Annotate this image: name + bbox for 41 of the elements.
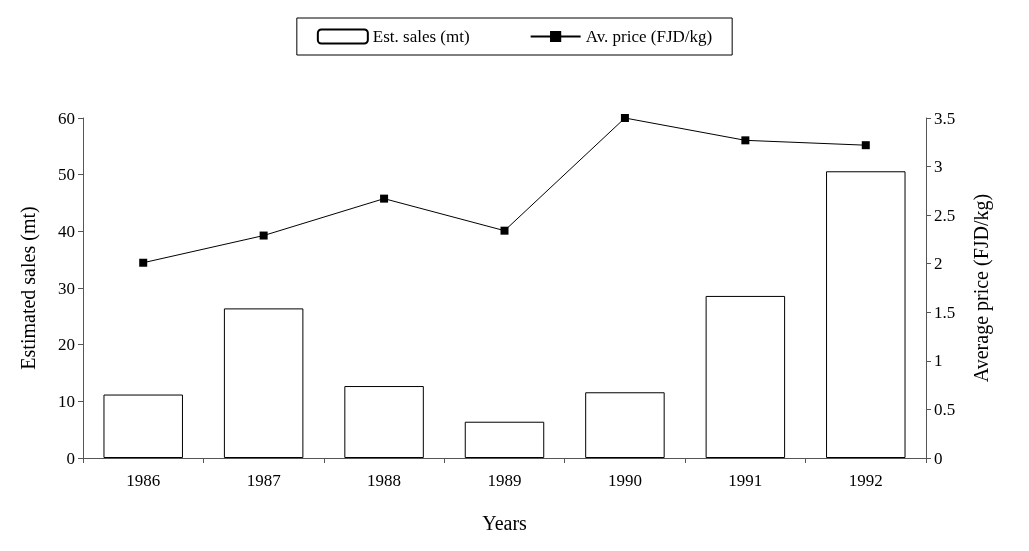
y2-tick-label: 3 — [934, 157, 943, 177]
x-axis-title: Years — [482, 512, 528, 534]
point — [139, 258, 148, 267]
bar — [585, 392, 665, 458]
y2-tick-label: 3.5 — [934, 108, 956, 128]
x-tick-label: 1990 — [607, 471, 642, 490]
y-tick-label: 50 — [58, 165, 75, 185]
y-tick-label: 30 — [58, 278, 75, 298]
legend-label: Av. price (FJD/kg) — [585, 27, 713, 46]
point — [861, 141, 870, 150]
point — [741, 136, 750, 145]
x-tick-label: 1989 — [487, 471, 522, 490]
y2-tick-label: 2.5 — [934, 205, 956, 225]
point — [500, 226, 509, 235]
y2-tick-label: 0 — [934, 448, 943, 468]
bar — [705, 295, 786, 458]
y-tick-label: 20 — [58, 335, 75, 355]
y2-tick-label: 2 — [934, 254, 943, 274]
y2-axis-title: Average price (FJD/kg) — [970, 193, 993, 383]
x-tick-label: 1987 — [246, 471, 282, 490]
x-tick-label: 1991 — [728, 471, 763, 490]
x-tick-label: 1988 — [367, 471, 402, 490]
y2-tick-label: 1.5 — [934, 302, 956, 322]
point — [620, 114, 629, 122]
bar — [344, 386, 424, 458]
bar — [223, 308, 304, 458]
x-tick-label: 1992 — [848, 471, 883, 490]
y2-tick-label: 1 — [934, 351, 943, 371]
y2-tick-label: 0.5 — [934, 399, 956, 419]
y-tick-label: 40 — [58, 221, 75, 241]
bar — [103, 394, 183, 458]
point — [380, 194, 389, 203]
x-tick-label: 1986 — [126, 471, 161, 490]
point — [259, 231, 268, 240]
y-axis-title: Estimated sales (mt) — [17, 206, 40, 370]
y-tick-label: 0 — [66, 448, 75, 468]
y-tick-label: 10 — [58, 391, 75, 411]
y-tick-label: 60 — [58, 108, 75, 128]
bar — [464, 421, 545, 458]
legend-label: Est. sales (mt) — [372, 27, 470, 46]
bar — [826, 171, 906, 458]
